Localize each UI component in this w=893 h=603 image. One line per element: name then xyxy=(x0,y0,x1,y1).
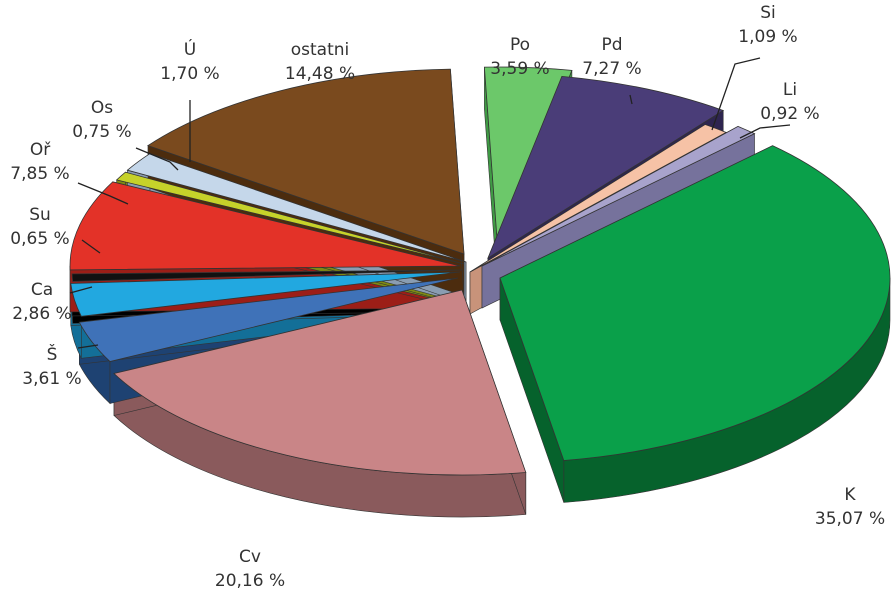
leader-line-10 xyxy=(135,147,179,171)
slice-5 xyxy=(113,289,527,476)
slice-9 xyxy=(69,181,461,271)
slice-name-label-12: ostatni xyxy=(291,40,350,60)
slice-tops xyxy=(69,66,891,476)
slice-name-label-0: Po xyxy=(510,35,530,55)
slice-value-label-7: 2,86 % xyxy=(12,304,71,324)
slice-value-label-0: 3,59 % xyxy=(490,59,549,79)
slice-value-label-2: 1,09 % xyxy=(738,27,797,47)
slice-name-label-1: Pd xyxy=(601,35,622,55)
slice-7 xyxy=(70,271,461,317)
leader-lines xyxy=(69,57,791,349)
slice-6 xyxy=(78,277,459,362)
slice-1 xyxy=(487,75,725,259)
leader-line-6 xyxy=(77,344,99,349)
leader-line-8 xyxy=(81,239,101,254)
slice-name-label-6: Š xyxy=(47,343,58,365)
slice-name-label-9: Oř xyxy=(30,140,51,160)
slice-name-label-10: Os xyxy=(91,98,113,118)
slice-2 xyxy=(469,123,727,273)
slice-8 xyxy=(71,269,463,282)
slice-value-label-4: 35,07 % xyxy=(815,509,885,529)
slice-3 xyxy=(481,125,756,267)
slice-value-label-9: 7,85 % xyxy=(10,164,69,184)
slice-labels: Po 3,59 % Pd 7,27 % Si 1,09 % Li 0,92 % K 35,07 %… xyxy=(10,3,885,591)
leader-line-9 xyxy=(77,182,129,205)
slice-4 xyxy=(499,145,891,461)
slice-value-label-3: 0,92 % xyxy=(760,104,819,124)
slice-name-label-3: Li xyxy=(783,80,797,100)
slice-12 xyxy=(147,68,465,255)
slice-name-label-2: Si xyxy=(760,3,776,23)
leader-line-2 xyxy=(711,57,761,131)
slice-name-label-8: Su xyxy=(29,205,51,225)
slice-name-label-5: Cv xyxy=(239,547,261,567)
slice-name-label-11: Ú xyxy=(184,38,196,60)
leader-line-3 xyxy=(739,124,791,139)
slice-value-label-8: 0,65 % xyxy=(10,229,69,249)
slice-name-label-4: K xyxy=(844,485,856,505)
slice-10 xyxy=(115,171,465,265)
slice-value-label-6: 3,61 % xyxy=(22,369,81,389)
leader-line-7 xyxy=(69,286,93,294)
slice-value-label-10: 0,75 % xyxy=(72,122,131,142)
slice-value-label-12: 14,48 % xyxy=(285,64,355,84)
slice-value-label-1: 7,27 % xyxy=(582,59,641,79)
slice-value-label-11: 1,70 % xyxy=(160,64,219,84)
slice-name-label-7: Ca xyxy=(31,280,53,300)
slice-value-label-5: 20,16 % xyxy=(215,571,285,591)
leader-line-1 xyxy=(629,94,633,105)
